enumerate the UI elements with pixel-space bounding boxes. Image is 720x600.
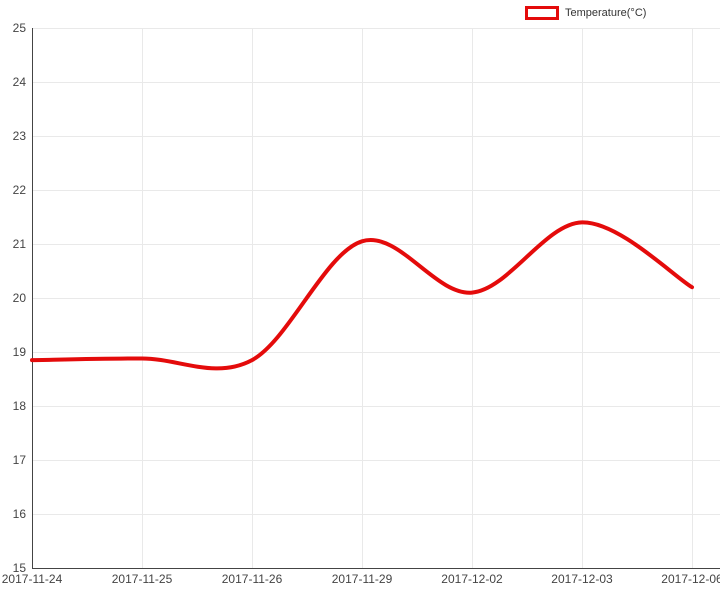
x-tick-label: 2017-12-02: [441, 572, 502, 586]
y-tick-label: 18: [13, 399, 26, 413]
y-tick-label: 23: [13, 129, 26, 143]
temperature-line-chart: 15161718192021222324252017-11-242017-11-…: [0, 0, 720, 600]
x-tick-label: 2017-12-03: [551, 572, 612, 586]
y-tick-label: 17: [13, 453, 26, 467]
x-tick-label: 2017-11-25: [112, 572, 173, 586]
plot-area: 15161718192021222324252017-11-242017-11-…: [32, 28, 720, 568]
series-line: [32, 28, 720, 568]
y-tick-label: 16: [13, 507, 26, 521]
y-tick-label: 19: [13, 345, 26, 359]
legend-swatch: [525, 6, 559, 20]
x-tick-label: 2017-11-24: [2, 572, 63, 586]
y-tick-label: 20: [13, 291, 26, 305]
y-tick-label: 22: [13, 183, 26, 197]
x-tick-label: 2017-11-29: [332, 572, 393, 586]
y-tick-label: 21: [13, 237, 26, 251]
x-axis-line: [32, 568, 720, 569]
x-tick-label: 2017-11-26: [222, 572, 283, 586]
chart-legend: Temperature(°C): [525, 6, 646, 20]
y-tick-label: 24: [13, 75, 26, 89]
y-tick-label: 25: [13, 21, 26, 35]
legend-series-label: Temperature(°C): [565, 7, 646, 19]
x-tick-label: 2017-12-06: [661, 572, 720, 586]
